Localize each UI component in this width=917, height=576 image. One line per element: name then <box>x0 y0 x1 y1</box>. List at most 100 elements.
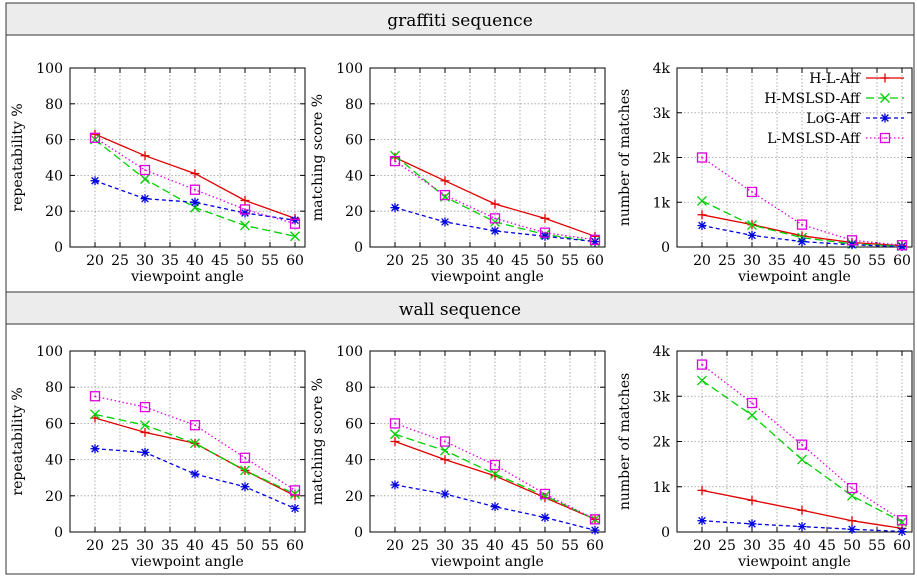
series-log-aff <box>390 203 600 247</box>
data-point <box>747 519 757 529</box>
x-tick-label: 35 <box>768 538 786 554</box>
series-line <box>394 160 596 241</box>
data-point <box>697 485 707 495</box>
data-point <box>189 184 201 195</box>
y-axis-label: matching score % <box>310 94 326 221</box>
x-tick-label: 55 <box>261 538 279 554</box>
x-tick-label: 60 <box>893 253 911 269</box>
data-point <box>697 516 707 526</box>
data-point <box>239 452 251 463</box>
chart-4: 20 25 30 35 40 45 50 55 60 0 20 40 60 80 100 viewpoint … <box>10 344 306 570</box>
data-point <box>697 221 707 231</box>
y-tick-label: 0 <box>661 525 670 541</box>
data-point <box>490 502 500 512</box>
chart-3: 20 25 30 35 40 45 50 55 60 0 1k 2k 3k 4k viewpoint ang… <box>617 61 913 285</box>
y-tick-label: 60 <box>345 133 363 149</box>
data-point <box>747 230 757 240</box>
data-point <box>140 427 150 437</box>
data-point <box>190 469 200 479</box>
x-tick-label: 40 <box>186 538 204 554</box>
data-point <box>540 513 550 523</box>
x-tick-label: 60 <box>586 253 604 269</box>
data-point <box>90 176 100 186</box>
data-point <box>847 524 857 534</box>
x-tick-label: 55 <box>261 253 279 269</box>
data-point <box>390 150 400 161</box>
x-tick-label: 55 <box>561 253 579 269</box>
data-point <box>90 444 100 454</box>
series-line <box>701 379 903 523</box>
x-tick-label: 25 <box>111 538 129 554</box>
data-point <box>140 194 150 204</box>
x-tick-label: 35 <box>461 253 479 269</box>
plot-frame <box>69 350 306 533</box>
x-tick-label: 20 <box>86 538 104 554</box>
y-tick-label: 1k <box>653 480 671 496</box>
y-tick-label: 60 <box>45 416 63 432</box>
data-point <box>240 220 250 231</box>
data-point <box>240 482 250 492</box>
series-line <box>394 433 596 520</box>
x-tick-label: 55 <box>561 538 579 554</box>
y-tick-label: 3k <box>653 106 671 122</box>
series-h-mslsd-aff <box>390 150 600 247</box>
x-tick-label: 45 <box>211 538 229 554</box>
y-tick-label: 80 <box>45 380 63 396</box>
x-axis-label: viewpoint angle <box>737 269 851 285</box>
x-tick-label: 30 <box>436 253 454 269</box>
y-axis-label: repeatability % <box>10 387 26 495</box>
x-tick-label: 35 <box>161 538 179 554</box>
x-tick-label: 45 <box>818 538 836 554</box>
data-point <box>589 234 601 245</box>
x-tick-label: 45 <box>511 253 529 269</box>
data-point <box>440 455 450 465</box>
graffiti-section-frame <box>5 34 915 293</box>
series-log-aff <box>697 516 907 537</box>
data-point <box>747 410 757 421</box>
x-tick-label: 35 <box>768 253 786 269</box>
data-point <box>289 218 301 229</box>
chart-6: 20 25 30 35 40 45 50 55 60 0 1k 2k 3k 4k viewpoint ang… <box>617 344 913 570</box>
x-tick-label: 20 <box>86 253 104 269</box>
data-point <box>389 155 401 167</box>
y-axis-label: repeatability % <box>10 103 26 211</box>
data-point <box>490 469 500 480</box>
y-tick-label: 1k <box>653 195 671 211</box>
x-tick-label: 55 <box>868 253 886 269</box>
x-tick-label: 25 <box>411 538 429 554</box>
y-tick-label: 20 <box>345 489 363 505</box>
x-tick-label: 50 <box>236 253 254 269</box>
data-point <box>389 418 401 429</box>
series-h-mslsd-aff <box>390 429 600 525</box>
data-point <box>897 527 907 537</box>
x-axis-label: viewpoint angle <box>130 269 244 285</box>
wall-section-frame <box>5 323 915 575</box>
y-tick-label: 40 <box>345 168 363 184</box>
data-point <box>440 176 450 186</box>
data-point <box>140 420 150 431</box>
x-tick-label: 60 <box>286 253 304 269</box>
legend-label: H-MSLSD-Aff <box>764 91 861 107</box>
data-point <box>90 409 100 420</box>
x-tick-label: 35 <box>161 253 179 269</box>
series-l-mslsd-aff <box>696 152 908 251</box>
series-log-aff <box>697 221 907 252</box>
x-tick-label: 20 <box>693 538 711 554</box>
x-tick-label: 60 <box>893 538 911 554</box>
series-l-mslsd-aff <box>696 359 908 526</box>
data-point <box>390 203 400 213</box>
wall-section-title: wall sequence <box>399 300 521 320</box>
legend-label: H-L-Aff <box>809 71 861 87</box>
y-tick-label: 80 <box>345 97 363 113</box>
x-tick-label: 25 <box>718 253 736 269</box>
chart-2: 20 25 30 35 40 45 50 55 60 0 20 40 60 80 100 viewpoint … <box>310 61 606 285</box>
y-tick-label: 40 <box>45 168 63 184</box>
data-point <box>190 438 200 449</box>
series-log-aff <box>90 444 300 513</box>
y-axis-label: number of matches <box>617 373 633 510</box>
data-point <box>240 195 250 205</box>
x-tick-label: 20 <box>693 253 711 269</box>
data-point <box>190 169 200 179</box>
x-tick-label: 45 <box>511 538 529 554</box>
